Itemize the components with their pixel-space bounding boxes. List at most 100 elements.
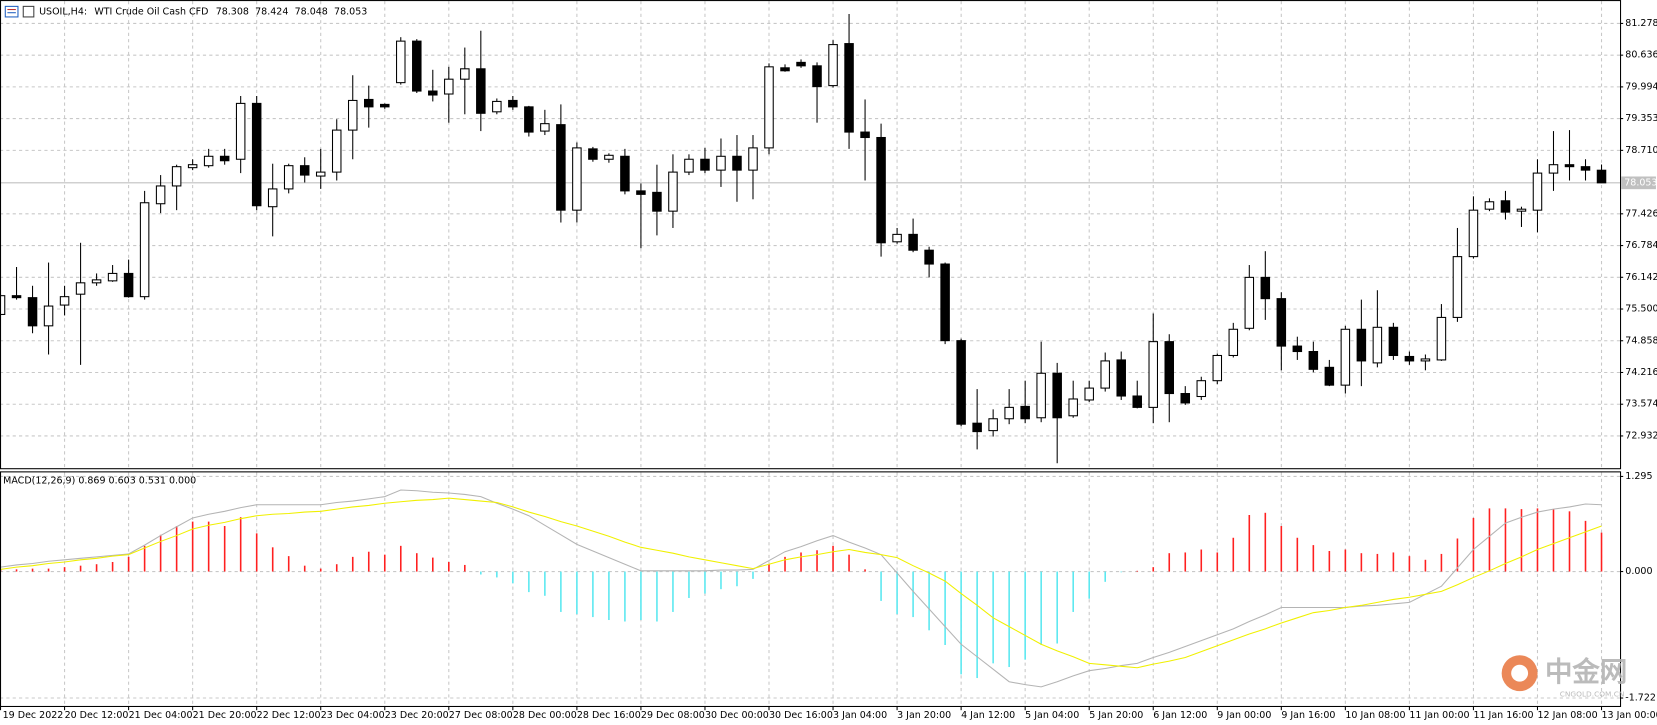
x-tick-label: 6 Jan 12:00 (1153, 710, 1207, 721)
candle-body (1484, 201, 1495, 210)
candle-body (27, 297, 38, 327)
candle-body (1388, 326, 1399, 357)
candle-body (860, 131, 870, 139)
candle-body (187, 164, 198, 169)
candle-body (460, 68, 470, 80)
candle-body (1052, 372, 1062, 419)
y-tick-label: 74.216 (1625, 367, 1657, 378)
candle-body (1180, 393, 1191, 404)
y-tick-label: 78.710 (1625, 145, 1657, 156)
candle-body (203, 155, 214, 167)
candle-body (988, 418, 998, 432)
candle-body (972, 422, 982, 433)
candle-body (1228, 328, 1239, 357)
candle-body (1020, 405, 1030, 420)
y-tick-label: -1.722 (1625, 693, 1656, 704)
chart-subtitle: WTI Crude Oil Cash CFD (94, 6, 208, 17)
x-tick-label: 12 Jan 08:00 (1537, 710, 1597, 721)
watermark: 中金网 CNGOLD.COM.CN (1501, 655, 1627, 698)
last-price-box (1621, 176, 1656, 190)
candle-body (1516, 208, 1527, 212)
candle-body (636, 190, 646, 195)
candle-body (764, 66, 774, 149)
candle-body (1596, 169, 1607, 184)
x-tick-label: 22 Dec 12:00 (257, 710, 321, 721)
candle-body (508, 99, 518, 108)
candle-body (1084, 387, 1094, 401)
x-tick-label: 4 Jan 12:00 (961, 710, 1015, 721)
candle-body (620, 155, 630, 192)
candle-body (283, 165, 294, 190)
indicator-line (0, 489, 1602, 688)
candle-body (748, 147, 758, 171)
candle-body (1132, 395, 1142, 408)
candle-body (1308, 350, 1319, 370)
x-tick-label: 5 Jan 20:00 (1089, 710, 1143, 721)
candle-body (1404, 355, 1415, 362)
x-tick-label: 3 Jan 20:00 (897, 710, 951, 721)
candle-body (1148, 341, 1158, 408)
candle-body (956, 340, 966, 425)
y-tick-label: 72.932 (1625, 430, 1657, 441)
candle-body (524, 106, 534, 133)
y-tick-label: 1.295 (1625, 471, 1652, 482)
candle-body (652, 191, 662, 212)
y-tick-label: 73.574 (1625, 399, 1657, 410)
x-tick-label: 28 Dec 00:00 (513, 710, 577, 721)
x-tick-label: 19 Dec 2022 (3, 710, 64, 721)
candle-body (700, 158, 710, 171)
indicator-line (0, 497, 1602, 669)
candle-body (1260, 276, 1271, 300)
candle-body (716, 155, 726, 171)
header-open: 78.308 (216, 6, 249, 17)
candle-body (924, 249, 934, 265)
macd-title: MACD(12,26,9) 0.869 0.603 0.531 0.000 (3, 475, 196, 486)
candle-body (588, 148, 598, 160)
candle-body (219, 155, 230, 162)
y-tick-label: 80.636 (1625, 50, 1657, 61)
candle-body (876, 136, 886, 244)
candle-body (428, 90, 438, 96)
candle-body (1468, 209, 1479, 258)
candle-body (331, 129, 342, 173)
candle-body (43, 305, 54, 327)
candle-body (1164, 341, 1175, 395)
candle-body (91, 279, 102, 284)
candle-body (75, 282, 86, 295)
last-price-label: 78.053 (1624, 177, 1657, 188)
candle-body (107, 272, 118, 282)
watermark-logo-inner (1511, 664, 1529, 682)
y-tick-label: 81.278 (1625, 18, 1657, 29)
candle-body (1548, 164, 1559, 174)
candle-body (1420, 358, 1431, 362)
candle-body (940, 263, 950, 342)
candle-body (1036, 372, 1046, 419)
x-tick-label: 21 Dec 20:00 (193, 710, 257, 721)
candle-body (1356, 328, 1367, 362)
y-tick-label: 79.994 (1625, 81, 1657, 92)
candle-body (251, 102, 262, 207)
candle-body (1212, 354, 1223, 382)
candle-body (892, 233, 902, 243)
symbol-icon (4, 5, 35, 18)
chart-header: USOIL,H4: WTI Crude Oil Cash CFD 78.308 … (39, 6, 367, 17)
y-tick-label: 76.142 (1625, 272, 1657, 283)
candle-body (171, 166, 182, 187)
x-tick-label: 29 Dec 08:00 (641, 710, 705, 721)
candle-body (1100, 360, 1110, 389)
candle-body (1340, 328, 1351, 386)
candle-body (1324, 366, 1335, 386)
candle-body (1116, 359, 1126, 397)
candle-body (267, 188, 278, 208)
candle-body (492, 100, 502, 113)
y-tick-label: 79.353 (1625, 113, 1657, 124)
candle-body (684, 158, 694, 173)
candle-body (11, 295, 22, 299)
candle-body (1564, 164, 1575, 168)
y-tick-label: 75.500 (1625, 304, 1657, 315)
candle-body (315, 171, 326, 177)
candle-body (396, 40, 406, 84)
watermark-name: 中金网 (1545, 656, 1627, 688)
candle-body (812, 65, 822, 88)
